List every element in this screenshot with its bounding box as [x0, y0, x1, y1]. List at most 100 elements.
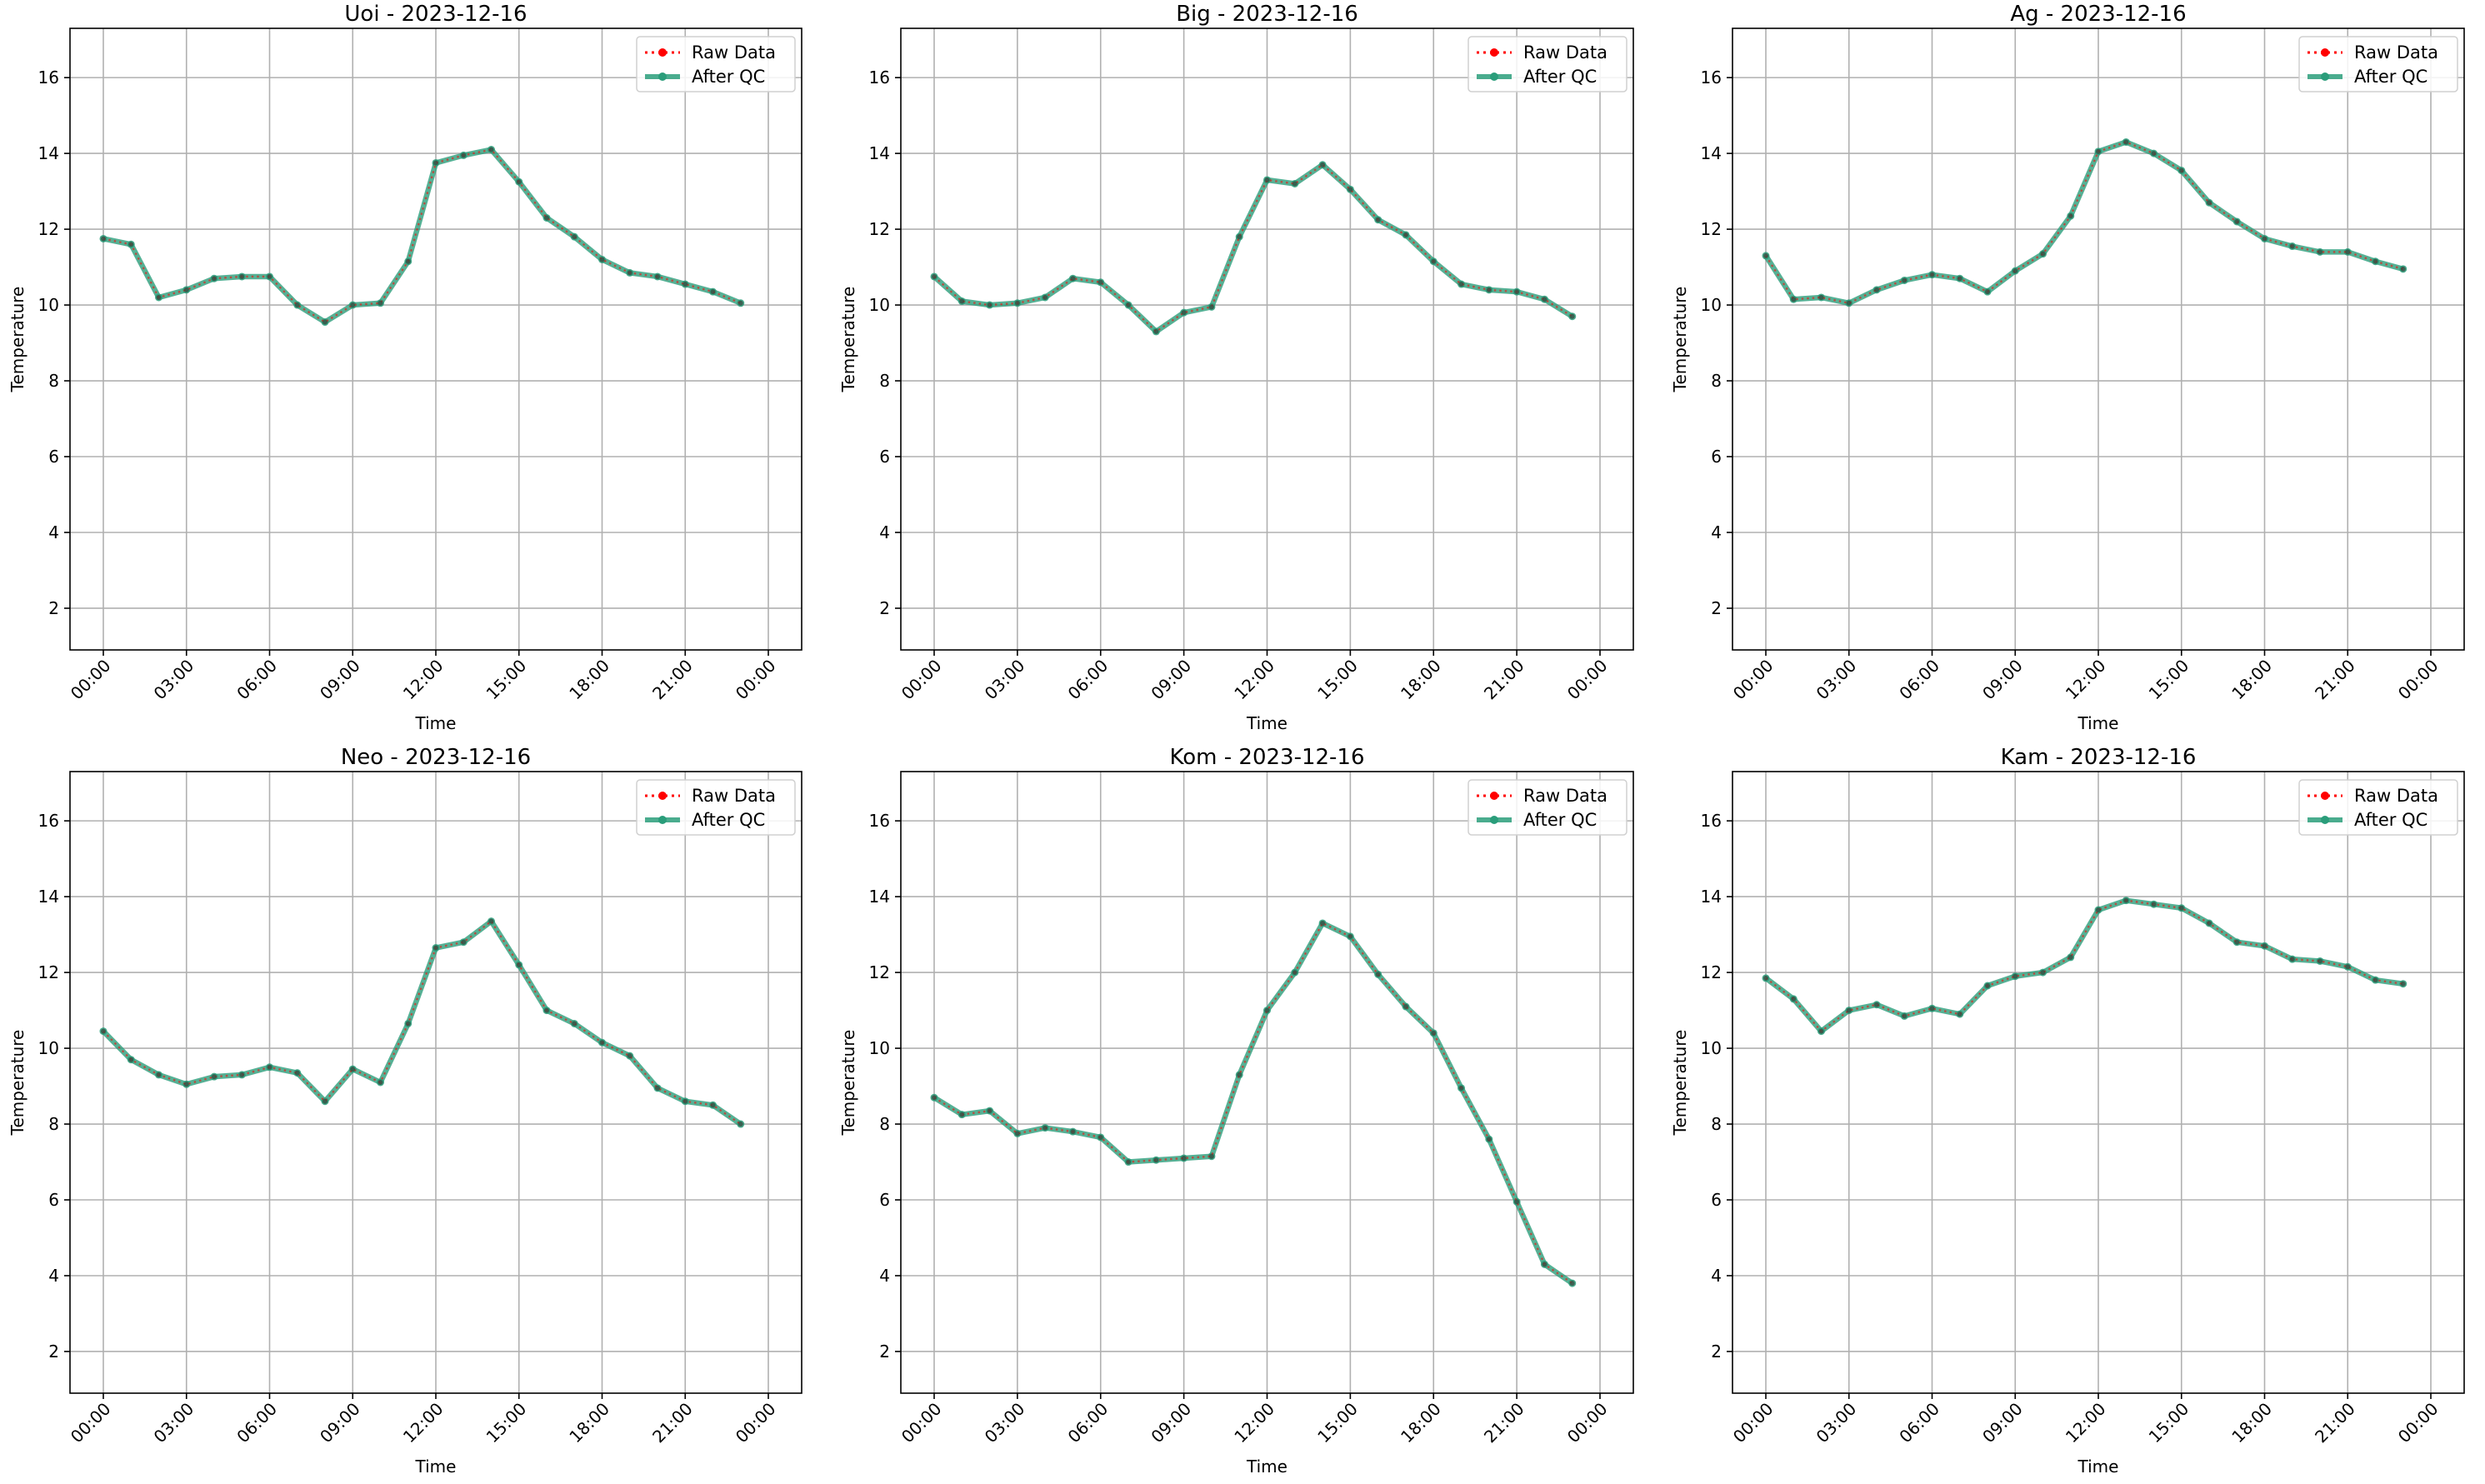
point-raw-data: [738, 1122, 743, 1127]
legend-label-after-qc: After QC: [2354, 810, 2428, 830]
point-raw-data: [212, 276, 217, 282]
point-raw-data: [2289, 243, 2295, 249]
point-raw-data: [212, 1074, 217, 1080]
point-raw-data: [1791, 996, 1797, 1002]
y-tick-label: 4: [1711, 1266, 1722, 1286]
series-line-raw-data: [1764, 141, 2404, 305]
x-tick-label: 15:00: [2145, 656, 2193, 704]
y-tick-label: 12: [869, 962, 890, 982]
point-raw-data: [2151, 902, 2157, 907]
point-raw-data: [294, 302, 300, 308]
x-tick-label: 00:00: [1729, 656, 1778, 704]
point-raw-data: [2207, 920, 2212, 926]
x-tick-label: 06:00: [232, 1399, 281, 1447]
point-raw-data: [655, 1085, 660, 1091]
x-tick-label: 21:00: [1480, 656, 1528, 704]
x-tick-label: 00:00: [1563, 1399, 1612, 1447]
x-tick-label: 12:00: [1230, 656, 1278, 704]
x-tick-label: 00:00: [1563, 656, 1612, 704]
point-raw-data: [433, 945, 438, 951]
legend-label-raw-data: Raw Data: [692, 42, 776, 62]
point-raw-data: [2151, 151, 2157, 157]
y-tick-label: 10: [869, 1038, 890, 1058]
point-raw-data: [2068, 213, 2073, 219]
point-raw-data: [2207, 200, 2212, 206]
point-raw-data: [544, 1007, 549, 1013]
y-tick-label: 10: [38, 295, 59, 315]
series-line-raw-data: [1765, 899, 2403, 1033]
y-tick-label: 12: [1701, 219, 1722, 239]
y-tick-label: 6: [879, 447, 890, 467]
legend-label-after-qc: After QC: [692, 67, 765, 87]
point-raw-data: [1014, 1131, 1020, 1137]
point-raw-data: [1514, 289, 1520, 295]
legend-marker-after-qc: [658, 816, 667, 824]
point-raw-data: [101, 236, 106, 242]
point-raw-data: [239, 1072, 245, 1077]
y-tick-label: 12: [1701, 962, 1722, 982]
point-raw-data: [1208, 304, 1214, 310]
point-raw-data: [544, 215, 549, 221]
y-tick-label: 14: [38, 143, 59, 163]
y-tick-label: 8: [48, 371, 59, 391]
y-tick-label: 10: [1701, 295, 1722, 315]
subplot-3: 2 4 6 8 10 12 14 16 00:00 03:00 06:00 09:00 12:00 15:…: [1670, 2, 2465, 733]
x-tick-label: 03:00: [981, 656, 1029, 704]
x-axis-label: Time: [1246, 1457, 1288, 1477]
point-raw-data: [572, 1021, 578, 1027]
legend-label-raw-data: Raw Data: [1523, 42, 1608, 62]
x-tick-label: 00:00: [2394, 1399, 2442, 1447]
x-tick-label: 00:00: [898, 1399, 946, 1447]
legend: Raw Data After QC: [636, 36, 796, 92]
legend-marker-after-qc: [1490, 816, 1498, 824]
x-axis-label: Time: [2078, 1457, 2119, 1477]
point-raw-data: [1458, 282, 1464, 287]
x-tick-label: 18:00: [2228, 1399, 2276, 1447]
legend: Raw Data After QC: [636, 779, 796, 836]
legend-label-raw-data: Raw Data: [1523, 786, 1608, 806]
point-raw-data: [682, 282, 688, 287]
point-raw-data: [1514, 1199, 1520, 1205]
point-raw-data: [239, 273, 245, 279]
point-raw-data: [1431, 258, 1437, 264]
x-tick-label: 18:00: [1397, 1399, 1445, 1447]
y-tick-label: 8: [879, 371, 890, 391]
x-tick-label: 06:00: [1064, 656, 1112, 704]
x-tick-label: 03:00: [150, 1399, 198, 1447]
x-tick-label: 12:00: [399, 656, 448, 704]
point-raw-data: [1126, 302, 1132, 308]
y-tick-label: 14: [1701, 143, 1722, 163]
point-raw-data: [627, 270, 632, 276]
subplot-4: 2 4 6 8 10 12 14 16 00:00 03:00 06:00 09:00 12:00 15:…: [8, 745, 802, 1477]
x-tick-label: 15:00: [482, 1399, 531, 1447]
point-raw-data: [1070, 276, 1076, 282]
point-raw-data: [1402, 1004, 1408, 1010]
point-raw-data: [101, 1028, 106, 1034]
y-tick-label: 10: [38, 1038, 59, 1058]
x-tick-label: 06:00: [1064, 1399, 1112, 1447]
x-tick-label: 06:00: [1895, 1399, 1943, 1447]
legend-label-raw-data: Raw Data: [692, 786, 776, 806]
point-raw-data: [2372, 258, 2378, 264]
point-raw-data: [1929, 272, 1935, 277]
point-raw-data: [738, 300, 743, 306]
subplot-2: 2 4 6 8 10 12 14 16 00:00 03:00 06:00 09:00 12:00 15:…: [838, 2, 1634, 733]
x-tick-label: 09:00: [1978, 656, 2027, 704]
point-raw-data: [2178, 905, 2184, 911]
point-raw-data: [1763, 975, 1768, 981]
point-raw-data: [627, 1053, 632, 1059]
x-tick-label: 18:00: [565, 656, 613, 704]
point-raw-data: [1181, 1155, 1187, 1161]
point-raw-data: [1375, 217, 1381, 222]
legend: Raw Data After QC: [1468, 36, 1628, 92]
point-raw-data: [2318, 958, 2322, 964]
y-tick-label: 12: [869, 219, 890, 239]
legend-marker-raw-data: [1490, 48, 1498, 57]
point-raw-data: [1320, 162, 1326, 167]
point-raw-data: [1458, 1085, 1464, 1091]
point-raw-data: [1542, 297, 1548, 302]
point-raw-data: [2123, 139, 2129, 145]
subplot-title: Neo - 2023-12-16: [341, 745, 531, 770]
x-tick-label: 15:00: [482, 656, 531, 704]
point-raw-data: [1292, 970, 1298, 976]
